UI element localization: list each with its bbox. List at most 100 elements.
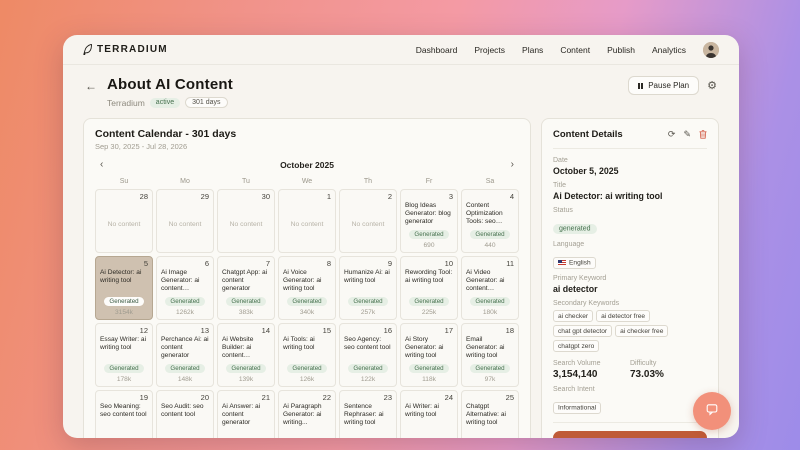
generated-badge: Generated [348, 297, 388, 306]
page-subtitle: Terradium active 301 days [107, 97, 233, 108]
calendar-cell-13[interactable]: 13 Perchance Ai: ai content generator Gene… [156, 323, 214, 387]
day-number: 18 [505, 326, 514, 335]
search-volume: 440 [484, 242, 496, 249]
day-number: 9 [387, 259, 392, 268]
day-header: Su [119, 178, 129, 185]
day-number: 15 [322, 326, 331, 335]
calendar-cell-2[interactable]: 2 No content [339, 189, 397, 253]
day-number: 19 [139, 393, 148, 402]
calendar-cell-12[interactable]: 12 Essay Writer: ai writing tool Generated… [95, 323, 153, 387]
nav-item-projects[interactable]: Projects [474, 44, 506, 55]
day-number: 20 [200, 393, 209, 402]
cell-title: Blog Ideas Generator: blog generator [405, 201, 451, 225]
calendar-date-range: Sep 30, 2025 - Jul 28, 2026 [95, 142, 188, 151]
day-number: 30 [261, 192, 270, 201]
user-avatar[interactable] [703, 41, 719, 58]
page-title-block: About AI Content Terradium active 301 da… [107, 76, 233, 108]
calendar-cell-11[interactable]: 11 Ai Video Generator: ai content generat… [461, 256, 519, 320]
day-number: 28 [139, 192, 148, 201]
app-name: TERRADIUM [97, 44, 168, 55]
prev-month-icon[interactable]: ‹ [100, 159, 104, 170]
next-month-icon[interactable]: › [510, 159, 514, 170]
cell-title: Sentence Rephraser: ai writing tool [344, 402, 384, 426]
calendar-cell-8[interactable]: 8 Ai Voice Generator: ai writing tool Gene… [278, 256, 336, 320]
calendar-cell-5[interactable]: 5 Ai Detector: ai writing tool Generated 31… [95, 256, 153, 320]
day-number: 21 [261, 393, 270, 402]
day-number: 24 [444, 393, 453, 402]
edit-icon[interactable]: ✎ [683, 129, 691, 139]
nav-item-dashboard[interactable]: Dashboard [415, 44, 458, 55]
nav-item-plans[interactable]: Plans [522, 44, 544, 55]
cell-title: Ai Website Builder: ai content generator [222, 335, 254, 359]
cell-title: Seo Agency: seo content tool [344, 335, 391, 351]
gear-icon[interactable]: ⚙ [707, 80, 717, 92]
day-number: 5 [143, 259, 148, 268]
nav-item-analytics[interactable]: Analytics [651, 44, 686, 55]
trash-icon[interactable] [699, 130, 707, 139]
calendar-cell-1[interactable]: 1 No content [278, 189, 336, 253]
calendar-cell-16[interactable]: 16 Seo Agency: seo content tool Generated 1… [339, 323, 397, 387]
calendar-cell-4[interactable]: 4 Content Optimization Tools: seo content… [461, 189, 519, 253]
generated-badge: Generated [470, 364, 510, 373]
no-content-label: No content [107, 221, 141, 229]
details-title: Content Details [553, 129, 623, 140]
calendar-cell-9[interactable]: 9 Humanize Ai: ai writing tool Generated 25… [339, 256, 397, 320]
search-volume: 126k [299, 376, 315, 383]
calendar-cell-30[interactable]: 30 No content [217, 189, 275, 253]
search-intent-label: Search Intent [553, 386, 595, 393]
search-volume: 97k [484, 376, 496, 383]
content-details-panel: Content Details ⟳ ✎ Date October 5, 2025… [541, 118, 719, 438]
back-arrow-icon[interactable]: ← [85, 79, 97, 93]
generated-badge: Generated [226, 297, 266, 306]
calendar-cell-6[interactable]: 6 Ai Image Generator: ai content generato… [156, 256, 214, 320]
day-header: Th [363, 178, 373, 185]
day-header: Fr [425, 178, 433, 185]
generated-badge: Generated [287, 297, 327, 306]
refresh-icon[interactable]: ⟳ [667, 129, 676, 139]
calendar-cell-3[interactable]: 3 Blog Ideas Generator: blog generator Gen… [400, 189, 458, 253]
calendar-cell-15[interactable]: 15 Ai Tools: ai writing tool Generated 126k [278, 323, 336, 387]
pause-plan-button[interactable]: Pause Plan [628, 76, 700, 95]
day-number: 14 [261, 326, 270, 335]
month-label: October 2025 [280, 160, 334, 170]
day-number: 12 [139, 326, 148, 335]
calendar-cell-14[interactable]: 14 Ai Website Builder: ai content generat… [217, 323, 275, 387]
cell-title: Content Optimization Tools: seo content … [466, 201, 503, 225]
nav-item-content[interactable]: Content [560, 44, 591, 55]
status-label: Status [553, 207, 573, 214]
search-volume: 690 [423, 242, 435, 249]
app-window: TERRADIUM Dashboard Projects Plans Content P… [63, 35, 739, 438]
day-number: 8 [326, 259, 331, 268]
generated-badge: Generated [409, 364, 449, 373]
chat-fab-button[interactable] [693, 392, 731, 430]
search-volume: 257k [360, 309, 376, 316]
day-number: 3 [448, 192, 453, 201]
cell-title: Perchance Ai: ai content generator [161, 335, 209, 359]
no-content-label: No content [351, 221, 385, 229]
search-volume: 122k [360, 376, 376, 383]
view-content-button[interactable]: View Content [553, 431, 707, 438]
app-logo: TERRADIUM [83, 44, 168, 55]
month-nav: ‹ October 2025 › [95, 159, 519, 171]
calendar-cell-28[interactable]: 28 No content [95, 189, 153, 253]
no-content-label: No content [229, 221, 263, 229]
nav-item-publish[interactable]: Publish [607, 44, 635, 55]
no-content-label: No content [168, 221, 202, 229]
generated-badge: Generated [409, 297, 449, 306]
calendar-cell-29[interactable]: 29 No content [156, 189, 214, 253]
calendar-cell-10[interactable]: 10 Rewording Tool: ai writing tool Generat… [400, 256, 458, 320]
calendar-cell-17[interactable]: 17 Ai Story Generator: ai writing tool Gen… [400, 323, 458, 387]
calendar-cell-18[interactable]: 18 Email Generator: ai writing tool Genera… [461, 323, 519, 387]
calendar-cell-7[interactable]: 7 Chatgpt App: ai content generator Genera… [217, 256, 275, 320]
search-volume-label: Search Volume [553, 360, 601, 367]
keyword-chip: ai checker free [615, 325, 669, 337]
generated-badge: Generated [165, 364, 205, 373]
day-number: 22 [322, 393, 331, 402]
